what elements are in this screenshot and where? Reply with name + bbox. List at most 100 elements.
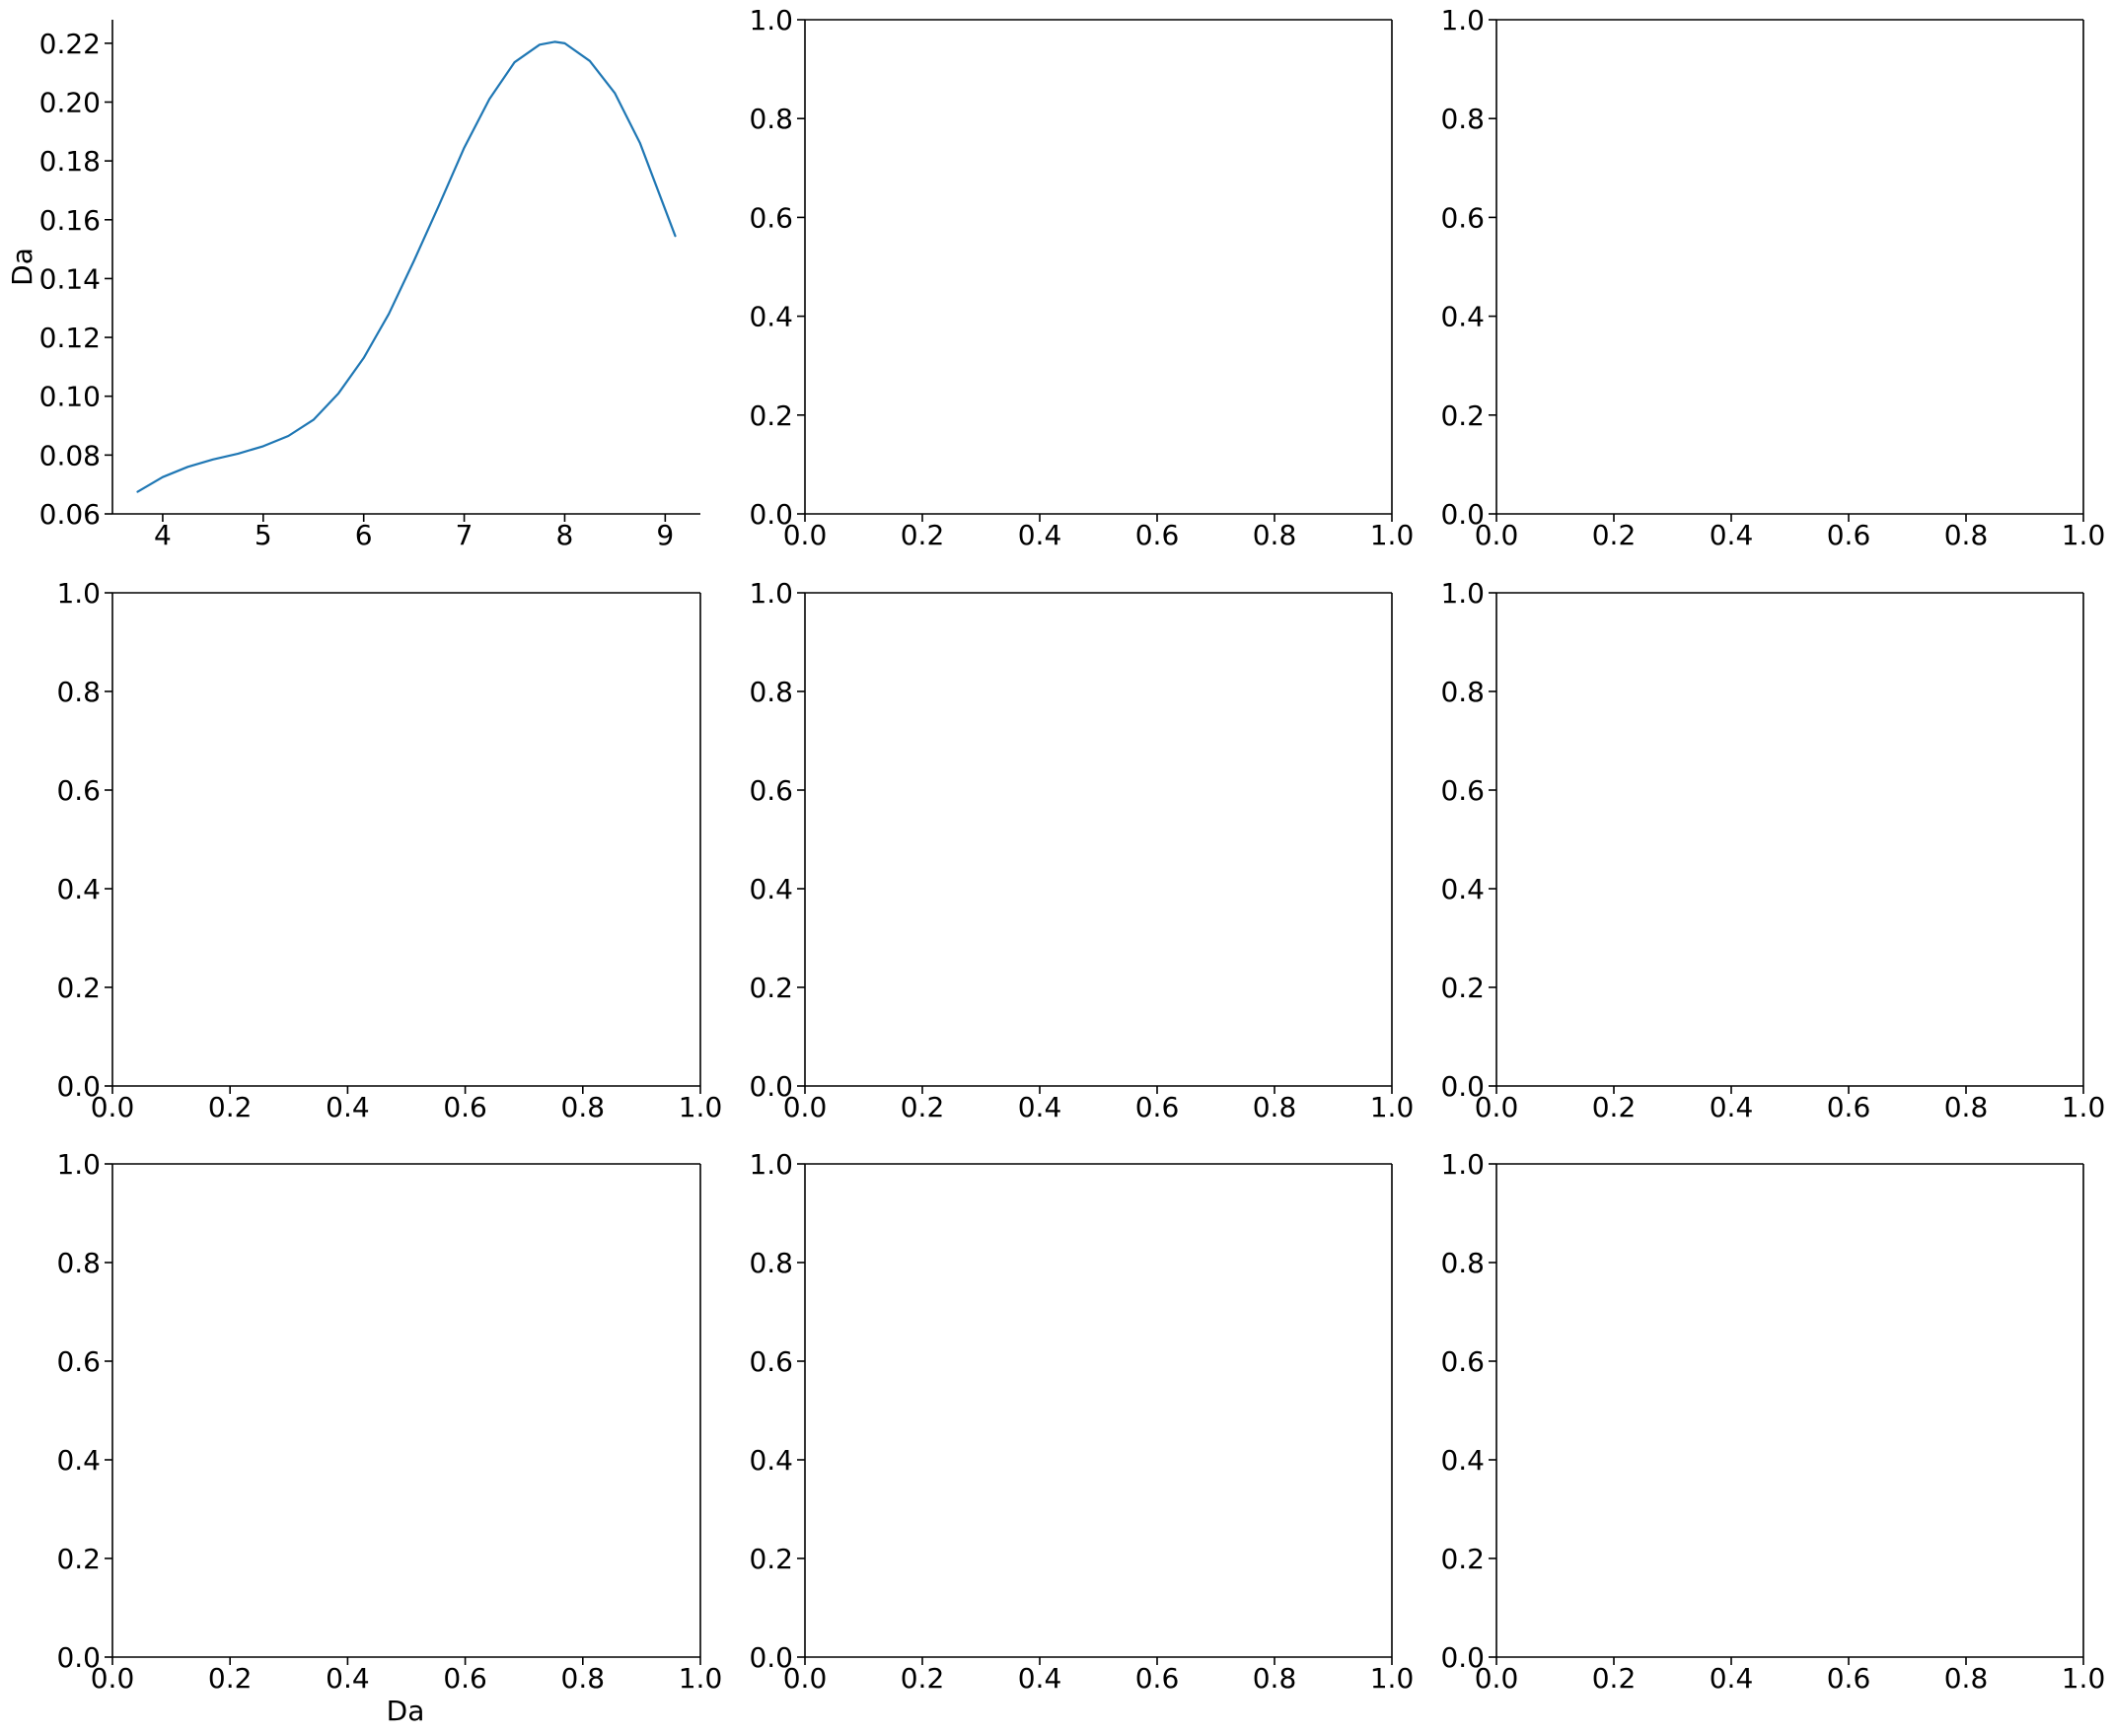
- subplot-8-x-tick-label: 0.2: [901, 1662, 945, 1695]
- subplot-2-y-tick-label: 1.0: [749, 4, 793, 36]
- subplot-9-y-tick-label: 1.0: [1440, 1148, 1485, 1181]
- subplot-8-x-tick-label: 0.6: [1135, 1662, 1180, 1695]
- subplot-1-x-tick-label: 5: [255, 519, 272, 551]
- subplot-1-y-tick-label: 0.16: [39, 204, 101, 237]
- subplot-3-y-tick-label: 0.0: [1440, 498, 1485, 531]
- subplot-3-x-tick-label: 0.4: [1710, 519, 1754, 551]
- subplot-8-y-tick-label: 0.0: [749, 1641, 793, 1674]
- subplot-5-y-tick-label: 0.2: [749, 972, 793, 1004]
- subplot-2-x-tick-label: 0.2: [901, 519, 945, 551]
- subplot-7-x-tick-label: 0.2: [208, 1662, 253, 1695]
- subplot-6-y-tick-label: 0.6: [1440, 774, 1485, 807]
- subplot-3-x-tick-label: 1.0: [2062, 519, 2106, 551]
- subplot-1-y-tick-label: 0.06: [39, 498, 101, 531]
- subplot-7-y-tick-label: 1.0: [56, 1148, 101, 1181]
- subplot-6-x-tick-label: 0.6: [1827, 1091, 1871, 1123]
- subplot-9-y-tick-label: 0.8: [1440, 1247, 1485, 1279]
- subplot-1-y-tick-label: 0.14: [39, 262, 101, 295]
- subplot-3-y-tick-label: 0.8: [1440, 103, 1485, 135]
- subplot-9-x-tick-label: 0.2: [1592, 1662, 1637, 1695]
- subplot-6-y-tick-label: 0.0: [1440, 1070, 1485, 1103]
- subplot-4-y-tick-label: 1.0: [56, 577, 101, 610]
- subplot-5-y-tick-label: 0.4: [749, 873, 793, 905]
- subplot-1-x-tick-label: 8: [556, 519, 574, 551]
- subplot-9-x-tick-label: 0.6: [1827, 1662, 1871, 1695]
- subplot-8-y-tick-label: 1.0: [749, 1148, 793, 1181]
- subplot-4-x-tick-label: 0.6: [443, 1091, 487, 1123]
- subplot-4-y-tick-label: 0.8: [56, 676, 101, 708]
- subplot-1-x-tick-label: 6: [355, 519, 373, 551]
- subplot-7-y-tick-label: 0.6: [56, 1345, 101, 1378]
- subplot-4-x-tick-label: 0.2: [208, 1091, 253, 1123]
- subplot-5-y-tick-label: 1.0: [749, 577, 793, 610]
- subplot-6-x-tick-label: 1.0: [2062, 1091, 2106, 1123]
- subplot-1-x-tick-label: 7: [456, 519, 474, 551]
- subplot-6-x-tick-label: 0.2: [1592, 1091, 1637, 1123]
- subplot-5-y-tick-label: 0.6: [749, 774, 793, 807]
- subplot-9-y-tick-label: 0.0: [1440, 1641, 1485, 1674]
- subplot-5-y-tick-label: 0.8: [749, 676, 793, 708]
- subplot-8-y-tick-label: 0.8: [749, 1247, 793, 1279]
- subplot-9-x-tick-label: 1.0: [2062, 1662, 2106, 1695]
- subplot-3-y-tick-label: 0.2: [1440, 399, 1485, 432]
- subplot-1-y-tick-label: 0.18: [39, 145, 101, 178]
- subplot-9-y-tick-label: 0.2: [1440, 1543, 1485, 1575]
- subplot-1-y-tick-label: 0.20: [39, 87, 101, 119]
- subplot-1-y-tick-label: 0.22: [39, 28, 101, 60]
- subplot-3-y-tick-label: 0.4: [1440, 301, 1485, 333]
- subplot-4-y-tick-label: 0.0: [56, 1070, 101, 1103]
- subplot-6-y-tick-label: 0.4: [1440, 873, 1485, 905]
- subplot-9-x-tick-label: 0.4: [1710, 1662, 1754, 1695]
- subplot-2-x-tick-label: 0.6: [1135, 519, 1180, 551]
- subplot-7-y-tick-label: 0.8: [56, 1247, 101, 1279]
- subplot-2-x-tick-label: 0.8: [1253, 519, 1297, 551]
- subplot-4-y-tick-label: 0.6: [56, 774, 101, 807]
- subplot-7-y-tick-label: 0.2: [56, 1543, 101, 1575]
- subplot-8-x-tick-label: 0.4: [1018, 1662, 1062, 1695]
- subplot-9-y-tick-label: 0.6: [1440, 1345, 1485, 1378]
- subplot-7-x-tick-label: 0.8: [561, 1662, 606, 1695]
- subplot-4-x-tick-label: 1.0: [679, 1091, 723, 1123]
- subplot-1-x-tick-label: 4: [154, 519, 172, 551]
- subplot-8-y-tick-label: 0.2: [749, 1543, 793, 1575]
- subplot-6-y-tick-label: 0.2: [1440, 972, 1485, 1004]
- subplot-7-x-tick-label: 0.4: [326, 1662, 370, 1695]
- subplot-9-y-tick-label: 0.4: [1440, 1444, 1485, 1477]
- subplot-4-y-tick-label: 0.2: [56, 972, 101, 1004]
- subplot-6-x-tick-label: 0.8: [1944, 1091, 1989, 1123]
- subplot-5-x-tick-label: 0.8: [1253, 1091, 1297, 1123]
- subplot-6-y-tick-label: 1.0: [1440, 577, 1485, 610]
- subplot-7-x-tick-label: 0.6: [443, 1662, 487, 1695]
- subplot-2-y-tick-label: 0.4: [749, 301, 793, 333]
- subplot-2-y-tick-label: 0.2: [749, 399, 793, 432]
- subplot-5-x-tick-label: 0.4: [1018, 1091, 1062, 1123]
- subplot-5-x-tick-label: 0.2: [901, 1091, 945, 1123]
- subplot-4-x-tick-label: 0.4: [326, 1091, 370, 1123]
- subplot-2-y-tick-label: 0.8: [749, 103, 793, 135]
- subplot-7-y-tick-label: 0.0: [56, 1641, 101, 1674]
- subplot-2-y-tick-label: 0.6: [749, 201, 793, 234]
- subplot-4-y-tick-label: 0.4: [56, 873, 101, 905]
- subplot-1-x-tick-label: 9: [656, 519, 674, 551]
- subplot-8-y-tick-label: 0.6: [749, 1345, 793, 1378]
- subplot-6-y-tick-label: 0.8: [1440, 676, 1485, 708]
- subplot-1-y-tick-label: 0.12: [39, 322, 101, 354]
- subplot-2-x-tick-label: 0.4: [1018, 519, 1062, 551]
- subplot-3-x-tick-label: 0.2: [1592, 519, 1637, 551]
- subplot-4-x-tick-label: 0.8: [561, 1091, 606, 1123]
- subplot-1-y-axis-label: Da: [6, 248, 38, 286]
- subplot-7-x-tick-label: 1.0: [679, 1662, 723, 1695]
- subplot-3-x-tick-label: 0.8: [1944, 519, 1989, 551]
- subplot-5-y-tick-label: 0.0: [749, 1070, 793, 1103]
- subplot-3-y-tick-label: 0.6: [1440, 201, 1485, 234]
- subplot-6-x-tick-label: 0.4: [1710, 1091, 1754, 1123]
- subplot-5-x-tick-label: 0.6: [1135, 1091, 1180, 1123]
- subplot-2-x-tick-label: 1.0: [1370, 519, 1415, 551]
- subplot-7-x-axis-label: Da: [387, 1695, 425, 1727]
- subplot-8-y-tick-label: 0.4: [749, 1444, 793, 1477]
- subplot-7-y-tick-label: 0.4: [56, 1444, 101, 1477]
- subplot-9-x-tick-label: 0.8: [1944, 1662, 1989, 1695]
- subplot-5-x-tick-label: 1.0: [1370, 1091, 1415, 1123]
